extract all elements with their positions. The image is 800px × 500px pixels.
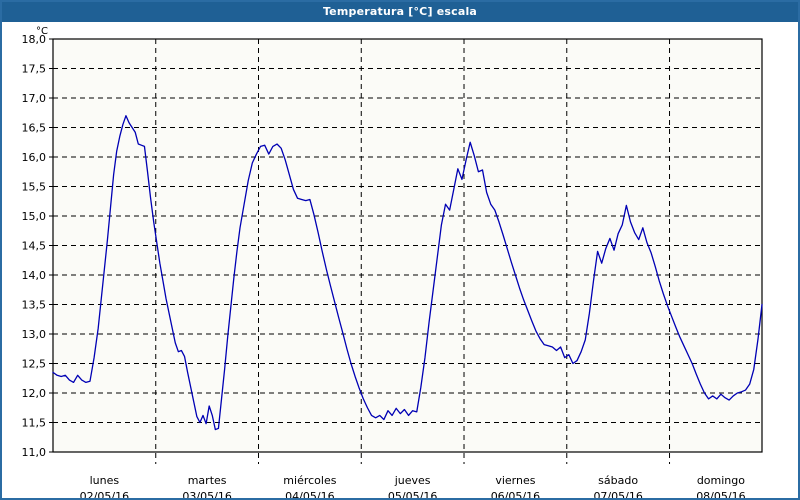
y-axis-tick-label: 12,0 [22, 387, 47, 400]
temperature-series-line [52, 115, 763, 431]
y-axis-tick-label: 11,0 [22, 446, 47, 459]
y-axis-tick-label: 15,0 [22, 210, 47, 223]
y-axis-tick-label: 11,5 [22, 417, 47, 430]
x-axis-day-label: sábado [598, 474, 638, 487]
x-axis-date-label: 06/05/16 [491, 490, 540, 498]
y-axis-tick-label: 17,0 [22, 92, 47, 105]
y-axis-tick-label: 17,5 [22, 63, 47, 76]
temperature-line-chart[interactable]: 11,0 11,5 12,0 12,5 13,0 13,5 14,0 14,5 15,0 15,5… [2, 22, 798, 498]
x-axis-date-label: 07/05/16 [593, 490, 642, 498]
y-axis-tick-label: 14,5 [22, 240, 47, 253]
y-axis-tick-label: 15,5 [22, 181, 47, 194]
window-title: Temperatura [°C] escala [2, 2, 798, 22]
y-axis-tick-label: 12,5 [22, 358, 47, 371]
y-axis-tick-label: 18,0 [22, 33, 47, 46]
x-axis-date-label: 04/05/16 [285, 490, 334, 498]
x-axis-date-label: 05/05/16 [388, 490, 437, 498]
x-axis-day-label: jueves [394, 474, 431, 487]
x-axis-day-label: domingo [697, 474, 745, 487]
x-axis-day-label: lunes [90, 474, 120, 487]
x-axis-tick-labels: lunes 02/05/16 martes 03/05/16 miércoles 04/0… [80, 474, 746, 498]
y-axis-tick-label: 16,5 [22, 122, 47, 135]
x-axis-date-label: 08/05/16 [696, 490, 745, 498]
y-axis-tick-label: 13,0 [22, 328, 47, 341]
y-axis-tick-label: 13,5 [22, 299, 47, 312]
y-axis-tick-label: 16,0 [22, 151, 47, 164]
y-axis-unit-label: °C [36, 26, 48, 37]
x-axis-day-label: miércoles [283, 474, 336, 487]
x-axis-date-label: 02/05/16 [80, 490, 129, 498]
y-axis-tick-label: 14,0 [22, 269, 47, 282]
chart-area: 11,0 11,5 12,0 12,5 13,0 13,5 14,0 14,5 15,0 15,5… [2, 22, 798, 498]
x-axis-day-label: martes [188, 474, 227, 487]
x-axis-day-label: viernes [495, 474, 535, 487]
x-axis-date-label: 03/05/16 [182, 490, 231, 498]
y-axis-tick-labels: 11,0 11,5 12,0 12,5 13,0 13,5 14,0 14,5 15,0 15,5… [22, 33, 53, 459]
